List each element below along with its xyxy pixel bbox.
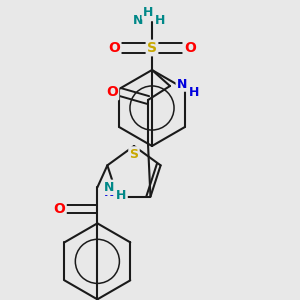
Text: N: N: [104, 181, 115, 194]
Text: H: H: [155, 14, 165, 26]
Text: N: N: [133, 14, 143, 26]
Text: O: O: [53, 202, 65, 216]
Text: H: H: [116, 189, 127, 202]
Text: S: S: [130, 148, 139, 160]
Text: S: S: [147, 41, 157, 55]
Text: H: H: [143, 5, 153, 19]
Text: O: O: [184, 41, 196, 55]
Text: H: H: [189, 85, 199, 98]
Text: O: O: [108, 41, 120, 55]
Text: N: N: [177, 77, 187, 91]
Text: N: N: [104, 186, 115, 199]
Text: O: O: [106, 85, 118, 99]
